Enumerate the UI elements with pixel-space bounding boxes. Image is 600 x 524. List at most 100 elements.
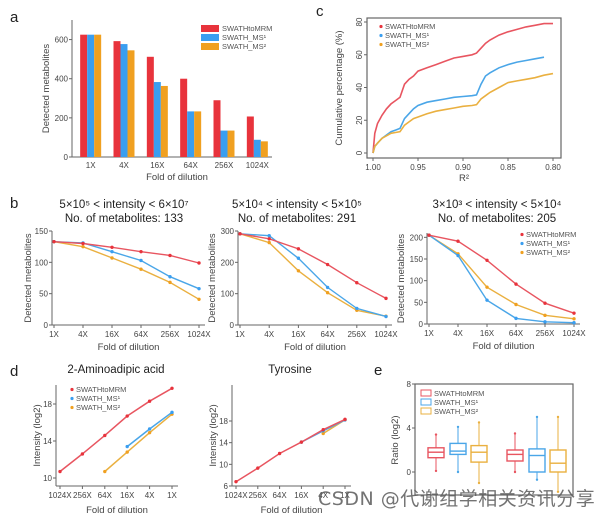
data-point <box>485 298 489 302</box>
data-point <box>267 234 271 238</box>
data-point <box>80 452 85 456</box>
data-point <box>427 233 431 237</box>
series-line <box>428 234 575 314</box>
y-tick-label: 100 <box>35 258 49 267</box>
legend-label: SWATH_MS² <box>222 42 267 51</box>
x-tick-label: 1X <box>235 330 245 339</box>
data-point <box>325 291 330 295</box>
data-point <box>147 430 152 435</box>
chart-title: Tyrosine <box>268 364 311 376</box>
legend-marker <box>70 405 74 410</box>
x-tick-label: 4X <box>318 491 328 500</box>
legend-marker <box>520 250 524 255</box>
y-axis-title: Detected metabolites <box>207 233 218 322</box>
chart-title: 5×10⁵ < intensity < 6×10⁷ <box>59 199 188 211</box>
x-tick-label: 4X <box>145 491 155 500</box>
x-tick-label: 4X <box>78 330 88 339</box>
y-axis-title: Detected metabolites <box>396 234 407 323</box>
box <box>549 449 567 473</box>
legend-label: SWATH_MS² <box>526 248 571 257</box>
data-point <box>514 302 518 307</box>
series-line <box>239 233 387 300</box>
x-tick-label: 4X <box>453 329 463 338</box>
bar <box>153 82 161 157</box>
x-tick-label: 0.85 <box>500 163 516 172</box>
data-point <box>197 297 201 302</box>
x-tick-label: 1X <box>167 491 177 500</box>
y-tick-label: 200 <box>55 114 69 123</box>
x-tick-label: 64X <box>272 491 287 500</box>
y-tick-label: 80 <box>355 17 364 26</box>
data-point <box>325 285 330 290</box>
chart-b1-high-intensity: 5×10⁵ < intensity < 6×10⁷ No. of metaboli… <box>23 199 211 353</box>
y-axis-title: Ratio (log2) <box>390 415 401 464</box>
chart-subtitle: No. of metabolites: 205 <box>438 213 556 225</box>
series-line <box>104 413 173 473</box>
whisker-cap <box>513 432 517 435</box>
y-tick-label: 300 <box>221 227 235 236</box>
y-tick-label: 0 <box>44 321 49 330</box>
x-tick-label: 1X <box>424 329 434 338</box>
data-point <box>456 253 460 258</box>
series-line <box>235 418 346 483</box>
legend-marker <box>379 24 383 29</box>
data-point <box>572 317 576 321</box>
series-line-swath-ms2 <box>372 72 554 154</box>
legend-swatch <box>201 25 219 32</box>
chart-subtitle: No. of metabolites: 291 <box>238 213 356 225</box>
series-line <box>53 241 200 300</box>
x-axis-title: Fold of dilution <box>473 341 535 352</box>
legend-label: SWATH_MS¹ <box>526 239 571 248</box>
whisker-cap <box>513 470 517 474</box>
x-axis-title: R² <box>459 173 469 184</box>
chart-e-ratio-boxplot: 0 4 8 Ratio (log2) SWATHtoMRMSWATH_MS¹SWATH_… <box>390 380 574 496</box>
data-point <box>384 314 388 319</box>
x-tick-label: 64X <box>320 330 335 339</box>
data-point <box>267 240 271 245</box>
panel-label-c: c <box>316 3 324 20</box>
data-point <box>139 267 143 271</box>
legend-marker <box>379 42 383 47</box>
data-point <box>238 232 242 236</box>
y-tick-label: 0 <box>355 150 364 155</box>
y-tick-label: 50 <box>414 298 423 307</box>
box <box>470 444 488 463</box>
chart-title: 5×10⁴ < intensity < 5×10⁵ <box>232 199 362 211</box>
data-point <box>170 410 174 415</box>
legend-label: SWATH_MS² <box>385 40 430 49</box>
data-point <box>81 244 85 249</box>
data-point <box>296 269 301 273</box>
y-axis-title: Cumulative percentage (%) <box>334 30 345 145</box>
legend-marker <box>70 396 74 401</box>
data-point <box>456 239 460 243</box>
bar <box>187 111 195 157</box>
y-tick-label: 100 <box>410 277 424 286</box>
x-tick-label: 1024X <box>48 491 72 500</box>
whisker-cap <box>434 469 438 473</box>
x-tick-label: 1.00 <box>365 163 381 172</box>
x-axis-title: Fold of dilution <box>261 505 323 516</box>
data-point <box>103 469 107 474</box>
legend-label: SWATH_MS² <box>434 407 479 416</box>
y-tick-label: 10 <box>219 460 228 469</box>
y-tick-label: 60 <box>355 50 364 59</box>
x-tick-label: 16X <box>480 329 495 338</box>
legend-label: SWATHtoMRM <box>434 389 484 398</box>
data-point <box>139 258 143 263</box>
chart-c-cumulative-percentage: 0 20 40 60 80 1.00 0.95 0.90 0.85 0.80 Cumulative … <box>334 17 562 184</box>
data-point <box>355 306 359 311</box>
x-tick-label: 1024X <box>246 161 270 170</box>
y-tick-label: 10 <box>43 474 52 483</box>
x-tick-label: 16X <box>150 161 165 170</box>
x-tick-label: 256X <box>161 330 180 339</box>
panel-label-a: a <box>10 9 19 26</box>
data-point <box>325 262 330 267</box>
x-tick-label: 64X <box>98 491 113 500</box>
data-point <box>355 281 359 285</box>
whisker-cap <box>535 415 539 419</box>
x-axis-title: Fold of dilution <box>146 172 208 183</box>
y-axis-title: Detected metabolites <box>41 44 52 133</box>
